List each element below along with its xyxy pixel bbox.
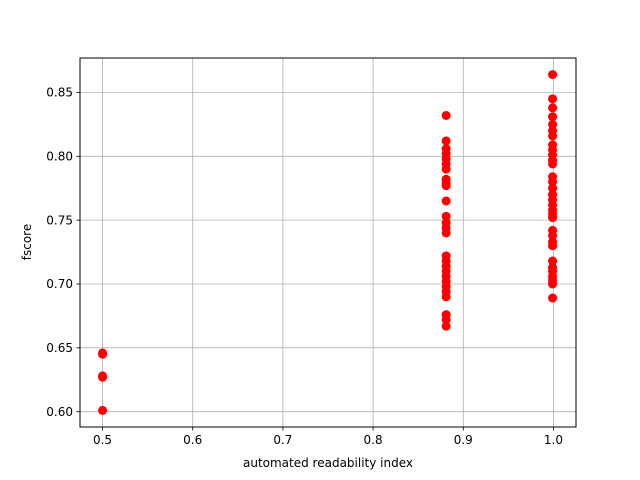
data-point (441, 251, 451, 261)
x-tick-label: 0.6 (183, 433, 202, 447)
data-point (548, 140, 558, 150)
data-point (548, 126, 558, 136)
data-point (548, 237, 558, 247)
y-tick-label: 0.70 (46, 277, 73, 291)
x-tick-label: 0.8 (364, 433, 383, 447)
y-tick-label: 0.60 (46, 405, 73, 419)
y-tick-label: 0.65 (46, 341, 73, 355)
data-point (441, 211, 451, 221)
x-tick-label: 0.7 (273, 433, 292, 447)
data-point (548, 172, 558, 182)
data-point (441, 136, 451, 146)
data-points (98, 70, 558, 415)
data-point (548, 94, 558, 104)
data-point (548, 225, 558, 235)
x-axis-ticks: 0.5 0.6 0.7 0.8 0.9 1.0 (93, 427, 563, 447)
data-point (548, 119, 558, 129)
data-point (548, 70, 558, 80)
y-axis-ticks: 0.60 0.65 0.70 0.75 0.80 0.85 (46, 86, 80, 419)
data-point (548, 190, 558, 200)
y-tick-label: 0.85 (46, 86, 73, 100)
data-point (98, 371, 108, 381)
data-point (441, 321, 451, 331)
data-point (441, 144, 451, 154)
plot-frame (79, 57, 577, 428)
data-point (441, 196, 451, 206)
grid-lines (80, 58, 576, 427)
x-tick-label: 0.9 (454, 433, 473, 447)
data-point (441, 110, 451, 120)
data-point (441, 174, 451, 184)
data-point (548, 293, 558, 303)
data-point (98, 348, 108, 358)
y-tick-label: 0.75 (46, 213, 73, 227)
plot-area (80, 58, 576, 427)
data-point (548, 112, 558, 122)
data-point (548, 103, 558, 113)
x-tick-label: 1.0 (544, 433, 563, 447)
x-axis-label: automated readability index (243, 456, 413, 470)
x-tick-label: 0.5 (93, 433, 112, 447)
data-point (548, 183, 558, 193)
data-point (441, 310, 451, 320)
data-point (98, 405, 108, 415)
y-axis-label: fscore (20, 224, 34, 260)
y-tick-label: 0.80 (46, 150, 73, 164)
data-point (548, 262, 558, 272)
data-point (441, 218, 451, 228)
data-point (548, 256, 558, 266)
